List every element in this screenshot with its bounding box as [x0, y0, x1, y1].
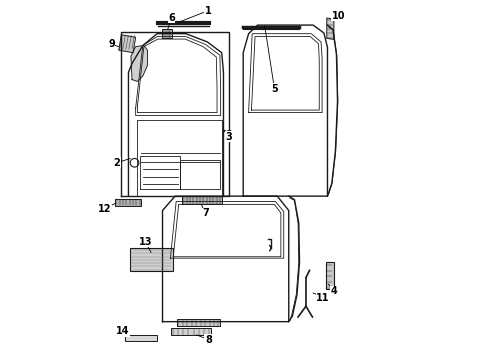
Polygon shape [131, 45, 147, 81]
Bar [177, 319, 220, 326]
Text: 5: 5 [271, 84, 278, 94]
Bar [182, 197, 221, 204]
Text: 1: 1 [205, 6, 212, 16]
Text: 13: 13 [139, 237, 152, 247]
Text: 11: 11 [317, 293, 330, 303]
Text: 2: 2 [114, 158, 121, 168]
Bar [162, 30, 172, 39]
Text: 6: 6 [168, 13, 175, 23]
Text: 3: 3 [225, 132, 232, 142]
Bar [172, 328, 211, 335]
Text: 12: 12 [98, 204, 111, 215]
Polygon shape [327, 18, 334, 40]
Bar [326, 262, 334, 289]
Bar [129, 248, 172, 271]
Text: 7: 7 [202, 208, 209, 218]
Text: 10: 10 [332, 11, 345, 21]
Text: 4: 4 [331, 286, 337, 296]
Text: 14: 14 [116, 326, 129, 336]
Polygon shape [119, 35, 136, 53]
Bar [115, 199, 141, 206]
Text: 9: 9 [108, 40, 115, 49]
Text: 8: 8 [205, 334, 212, 345]
Bar [125, 335, 157, 341]
